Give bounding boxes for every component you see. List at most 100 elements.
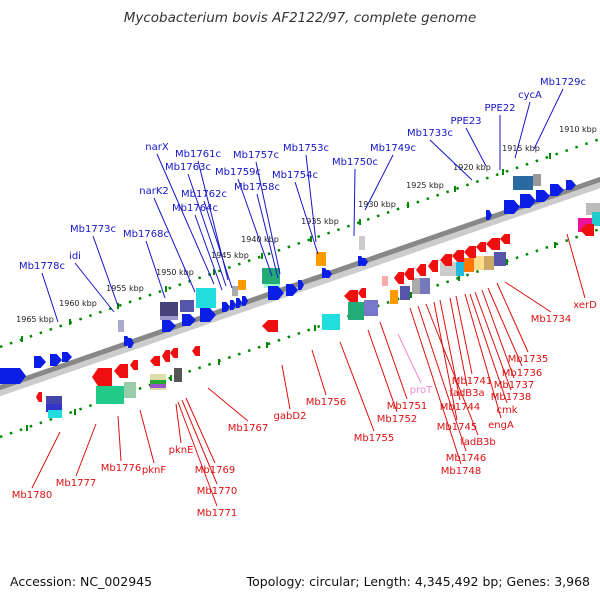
gene-label-narx[interactable]: narX [145,142,169,153]
reverse-gene-arrow [170,348,178,358]
gene-label-mb1748[interactable]: Mb1748 [441,466,481,477]
forward-gene-arrow [62,352,72,362]
gene-label-mb1734[interactable]: Mb1734 [531,314,571,325]
gene-label-mb1763c[interactable]: Mb1763c [165,162,211,173]
leader-line-mb1757c [255,161,281,275]
gene-label-mb1770[interactable]: Mb1770 [197,486,237,497]
gene-label-mb1761c[interactable]: Mb1761c [175,149,221,160]
leader-line-fadb3b [425,303,479,436]
reverse-gene-arrow [452,250,464,262]
reverse-gene-arrow [394,272,404,284]
gene-label-cmk[interactable]: cmk [496,405,517,416]
gene-label-mb1777[interactable]: Mb1777 [56,478,96,489]
forward-scale-line [0,137,600,349]
gene-label-mb1751[interactable]: Mb1751 [387,401,427,412]
leader-line-gabd2 [281,364,291,410]
gene-label-mb1757c[interactable]: Mb1757c [233,150,279,161]
leader-line-mb1753c [305,154,317,243]
gene-label-mb1753c[interactable]: Mb1753c [283,143,329,154]
gene-label-mb1741[interactable]: Mb1741 [452,376,492,387]
reverse-gene-arrow [130,360,138,370]
gene-label-mb1737[interactable]: Mb1737 [494,380,534,391]
kbp-tick-label: 1955 kbp [106,284,144,293]
leader-line-mb1756 [311,349,327,396]
gene-label-ppe23[interactable]: PPE23 [450,116,481,127]
gene-label-gabd2[interactable]: gabD2 [274,411,307,422]
gene-label-xerd[interactable]: xerD [573,300,597,311]
gene-label-fadb3b[interactable]: fadB3b [460,437,496,448]
kbp-labels: 1910 kbp 1915 kbp 1920 kbp 1925 kbp 1930 kbp… [16,125,597,324]
gene-label-mb1729c[interactable]: Mb1729c [540,77,586,88]
reverse-gene-arrow [262,320,278,332]
genome-summary-text: Topology: circular; Length: 4,345,492 bp… [246,574,590,589]
reverse-gene-arrow [344,290,358,302]
gene-label-mb1762c[interactable]: Mb1762c [181,189,227,200]
leader-line-mb1738 [474,291,512,391]
gene-label-mb1771[interactable]: Mb1771 [197,508,237,519]
leader-line-mb1733c [429,139,473,181]
gene-label-mb1733c[interactable]: Mb1733c [407,128,453,139]
gene-label-mb1773c[interactable]: Mb1773c [70,224,116,235]
forward-gene-arrow [222,302,230,312]
gene-label-mb1756[interactable]: Mb1756 [306,397,346,408]
gene-label-mb1746[interactable]: Mb1746 [446,453,486,464]
gene-label-prot[interactable]: proT [410,385,433,396]
gene-label-idi[interactable]: idi [69,251,81,262]
gene-label-mb1778c[interactable]: Mb1778c [19,261,65,272]
leader-line-mb1778c [41,272,59,323]
gene-label-mb1744[interactable]: Mb1744 [440,402,480,413]
kbp-tick-label: 1910 kbp [559,125,597,134]
gene-label-ppe22[interactable]: PPE22 [484,103,515,114]
kbp-tick-label: 1940 kbp [241,235,279,244]
gene-label-mb1759c[interactable]: Mb1759c [215,167,261,178]
gene-label-mb1749c[interactable]: Mb1749c [370,143,416,154]
leader-line-mb1754c [294,181,319,255]
gene-label-cyca[interactable]: cycA [518,90,542,101]
gene-label-mb1769[interactable]: Mb1769 [195,465,235,476]
leader-line-idi [74,262,115,313]
leader-line-mb1729c [533,88,564,150]
accession-text: Accession: NC_002945 [10,574,152,589]
gene-leader-lines [31,88,586,507]
gene-label-pkne[interactable]: pknE [169,445,194,456]
gene-label-mb1767[interactable]: Mb1767 [228,423,268,434]
leader-line-mb1762c [203,200,233,289]
gene-label-mb1736[interactable]: Mb1736 [502,368,542,379]
leader-line-narx [156,153,215,285]
kbp-tick-label: 1930 kbp [358,200,396,209]
leader-line-mb1745 [433,301,458,421]
leader-line-enga [464,293,502,419]
gene-label-mb1754c[interactable]: Mb1754c [272,170,318,181]
gene-label-mb1755[interactable]: Mb1755 [354,433,394,444]
reverse-gene-arrow [428,260,438,272]
leader-line-mb1777 [75,423,97,477]
forward-gene-arrow [268,286,284,300]
reverse-gene-arrow [500,234,510,244]
gene-label-mb1752[interactable]: Mb1752 [377,414,417,425]
gene-label-mb1768c[interactable]: Mb1768c [123,229,169,240]
gene-label-mb1735[interactable]: Mb1735 [508,354,548,365]
gene-label-mb1738[interactable]: Mb1738 [491,392,531,403]
leader-line-mb1736 [487,287,523,367]
reverse-gene-arrow [580,224,594,236]
gene-label-mb1776[interactable]: Mb1776 [101,463,141,474]
gene-label-mb1780[interactable]: Mb1780 [12,490,52,501]
gene-label-mb1750c[interactable]: Mb1750c [332,157,378,168]
gene-label-mb1745[interactable]: Mb1745 [437,422,477,433]
leader-line-mb1737 [481,289,515,379]
reverse-gene-arrow [476,242,486,252]
leader-line-mb1749c [364,154,394,211]
gene-label-mb1758c[interactable]: Mb1758c [234,182,280,193]
forward-gene-arrow [326,270,332,278]
gene-label-mb1764c[interactable]: Mb1764c [172,203,218,214]
gene-label-nark2[interactable]: narK2 [139,186,169,197]
leader-line-prot [397,333,422,384]
kbp-tick-label: 1965 kbp [16,315,54,324]
leader-line-mb1776 [117,415,122,462]
gene-label-fadb3a[interactable]: fadB3a [449,388,484,399]
leader-line-mb1750c [353,168,356,237]
gene-label-enga[interactable]: engA [488,420,514,431]
gene-label-pknf[interactable]: pknF [142,465,166,476]
